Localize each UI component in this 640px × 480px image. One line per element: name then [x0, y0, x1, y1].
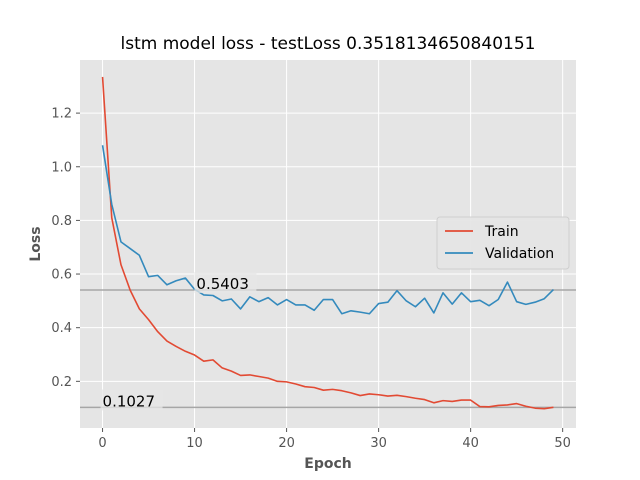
x-tick-label: 10 [186, 436, 203, 451]
series-line-train [101, 76, 554, 410]
y-axis-ticks: 0.2 0.4 0.6 0.8 1.0 1.2 [51, 107, 80, 390]
series-lines [101, 76, 555, 410]
reference-label-box [100, 389, 163, 411]
y-axis-label: Loss [28, 226, 44, 261]
x-axis-ticks: 0 10 20 30 40 50 [98, 428, 571, 451]
y-tick-label: 0.2 [51, 375, 72, 390]
x-tick-label: 30 [370, 436, 387, 451]
legend: Train Validation [436, 216, 570, 270]
y-tick-label: 1.0 [51, 160, 72, 175]
y-tick-label: 1.2 [51, 107, 72, 122]
x-tick-label: 50 [554, 436, 571, 451]
x-tick-label: 40 [462, 436, 479, 451]
reference-label: 0.5403 [196, 275, 249, 293]
reference-lines [80, 289, 576, 409]
y-tick-label: 0.4 [51, 321, 72, 336]
series-line-validation [101, 145, 555, 315]
y-tick-label: 0.6 [51, 268, 72, 283]
legend-label: Validation [485, 246, 554, 262]
reference-label: 0.1027 [103, 392, 156, 410]
legend-label: Train [484, 224, 519, 240]
y-tick-label: 0.8 [51, 214, 72, 229]
x-axis-label: Epoch [304, 456, 351, 472]
grid-lines [80, 60, 576, 428]
reference-label-box [194, 272, 257, 294]
x-tick-label: 20 [278, 436, 295, 451]
x-tick-label: 0 [98, 436, 106, 451]
chart-title: lstm model loss - testLoss 0.35181346508… [121, 34, 536, 54]
reference-annotations: 0.5403 0.1027 [100, 272, 257, 411]
legend-box [436, 216, 570, 270]
